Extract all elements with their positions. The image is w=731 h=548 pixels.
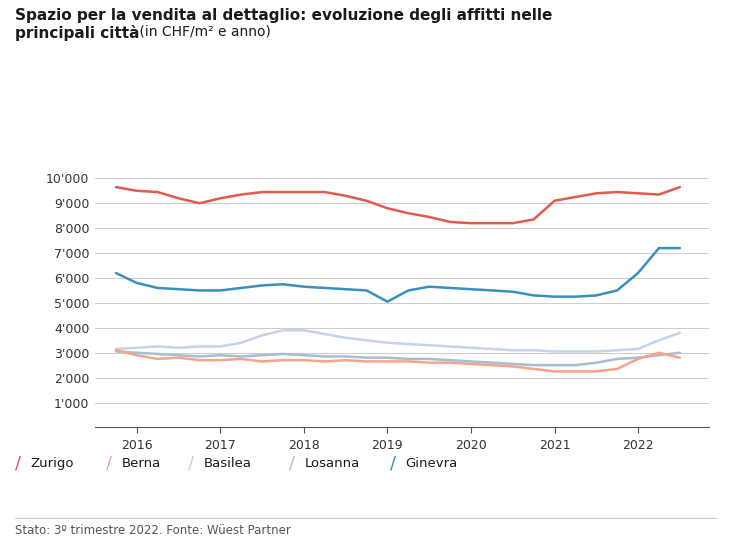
Text: Ginevra: Ginevra — [406, 456, 458, 470]
Text: /: / — [188, 454, 194, 472]
Text: Basilea: Basilea — [204, 456, 252, 470]
Text: /: / — [15, 454, 20, 472]
Text: Berna: Berna — [122, 456, 162, 470]
Text: /: / — [289, 454, 295, 472]
Text: (in CHF/m² e anno): (in CHF/m² e anno) — [135, 25, 271, 39]
Text: Zurigo: Zurigo — [31, 456, 75, 470]
Text: Stato: 3º trimestre 2022. Fonte: Wüest Partner: Stato: 3º trimestre 2022. Fonte: Wüest P… — [15, 524, 290, 537]
Text: /: / — [106, 454, 112, 472]
Text: principali città: principali città — [15, 25, 139, 41]
Text: /: / — [390, 454, 395, 472]
Text: Spazio per la vendita al dettaglio: evoluzione degli affitti nelle: Spazio per la vendita al dettaglio: evol… — [15, 8, 552, 23]
Text: Losanna: Losanna — [305, 456, 360, 470]
